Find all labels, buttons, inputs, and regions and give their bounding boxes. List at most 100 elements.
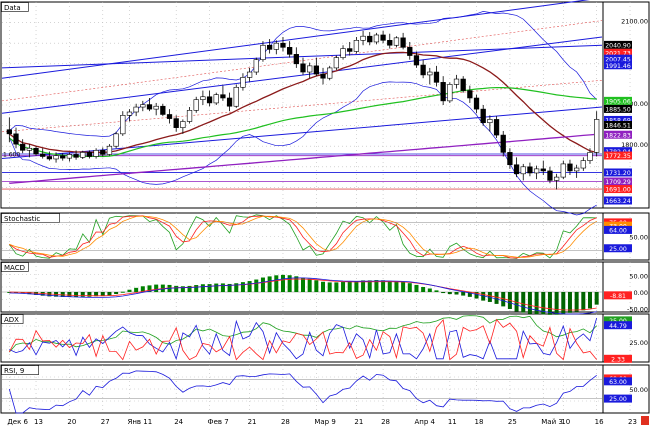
candle-body <box>100 150 106 155</box>
candle-body <box>253 59 259 73</box>
macd-histogram-bar <box>547 292 552 315</box>
candle-body <box>367 35 373 43</box>
macd-histogram-bar <box>300 277 306 292</box>
x-tick-label: Май 3 <box>541 418 563 426</box>
rsi-title: RSI, 9 <box>4 367 24 375</box>
x-tick-label: 10 <box>561 418 570 426</box>
candle-body <box>40 153 46 157</box>
main-value-badge-label: 1822.83 <box>605 132 631 139</box>
stochastic-value-badge-label: 64.00 <box>609 228 627 235</box>
candle-body <box>460 78 466 91</box>
macd-histogram-bar <box>587 292 592 309</box>
x-tick-label: 16 <box>595 418 604 426</box>
main-value-badge <box>604 54 632 63</box>
macd-histogram-bar <box>214 283 219 292</box>
macd-histogram-bar <box>581 292 586 311</box>
main-tick-label: 1800.00 <box>621 141 648 149</box>
main-value-badge-label: 1905.06 <box>605 98 631 105</box>
indicator-lines <box>2 214 602 414</box>
resistance-line <box>1 44 603 69</box>
candle-body <box>420 64 426 76</box>
channel-lower-dotted <box>1 79 603 133</box>
channel-mid-line <box>1 36 603 114</box>
macd-histogram-bar <box>7 292 12 293</box>
adx-value-badge <box>604 354 632 363</box>
main-tick-label: 2100.00 <box>621 18 648 26</box>
rsi-frame <box>0 364 650 414</box>
candle-body <box>493 119 500 136</box>
stochastic-tick-label: 50.00 <box>629 234 648 242</box>
macd-histogram-bar <box>180 286 185 292</box>
candle-body <box>193 99 199 111</box>
macd-histogram-bar <box>234 283 239 292</box>
candle-body <box>320 73 326 79</box>
candle-body <box>180 121 186 128</box>
adx-value-badge <box>604 316 632 325</box>
main-value-badge-label: 1846.51 <box>605 123 631 130</box>
macd-value-badge-label: -8.81 <box>610 293 626 300</box>
macd-histogram-bar <box>461 292 466 296</box>
candle-body <box>313 65 319 75</box>
candle-body <box>86 152 93 157</box>
rsi-value-badge <box>604 394 632 403</box>
candle-body <box>173 118 179 128</box>
x-tick-label: 11 <box>448 418 457 426</box>
candle-body <box>120 115 126 135</box>
macd-histogram-bar <box>347 281 352 292</box>
macd-histogram-bar <box>60 292 65 297</box>
main-value-badge-label: 2021.73 <box>605 50 631 57</box>
candle-body <box>553 176 560 181</box>
macd-histogram-bar <box>280 274 285 292</box>
main-value-badge-label: 1709.29 <box>605 179 631 186</box>
candle-body <box>387 40 393 46</box>
candle-body <box>273 42 279 50</box>
macd-histogram-bar <box>427 288 432 292</box>
x-tick-label: Дек 6 <box>7 418 28 426</box>
channel-upper-dotted <box>1 20 603 102</box>
candle-body <box>200 96 206 100</box>
macd-histogram-bar <box>527 292 532 314</box>
adx-title: ADX <box>4 316 19 324</box>
macd-histogram-bar <box>534 292 539 315</box>
macd-histogram-bar <box>220 283 225 292</box>
macd-histogram-bar <box>441 292 446 294</box>
candle-body <box>500 134 506 153</box>
macd-title: MACD <box>4 264 25 272</box>
candle-body <box>453 78 460 85</box>
stochastic-title: Stochastic <box>4 215 40 223</box>
rsi-value-badge-label: 25.00 <box>609 396 627 403</box>
macd-histogram-bar <box>334 282 339 292</box>
main-value-badge-label: 2007.45 <box>605 56 631 63</box>
main-value-badge <box>604 61 632 70</box>
macd-histogram-bar <box>134 287 139 292</box>
macd-histogram-bar <box>401 281 406 292</box>
candle-body <box>13 133 19 145</box>
candle-body <box>213 94 219 104</box>
candle-body <box>353 40 360 52</box>
candle-body <box>533 168 540 174</box>
x-tick-label: 24 <box>174 418 183 426</box>
stochastic-value-badge-label: 25.00 <box>609 246 627 253</box>
macd-histogram-bar <box>127 289 132 292</box>
candle-body <box>220 94 226 99</box>
candle-body <box>6 129 12 135</box>
candle-body <box>33 147 39 155</box>
adx-value-badge <box>604 321 632 330</box>
candle-body <box>20 143 26 151</box>
candle-body <box>560 163 566 178</box>
candle-body <box>80 152 86 158</box>
stochastic-frame <box>0 212 650 261</box>
main-title-box <box>1 2 29 12</box>
macd-histogram-bar <box>541 292 546 315</box>
candle-body <box>140 104 146 108</box>
candle-body <box>287 47 293 55</box>
stochastic-slow-line <box>9 215 597 258</box>
macd-histogram-bar <box>240 282 245 292</box>
main-value-badge-label: 1731.20 <box>605 170 631 177</box>
candle-body <box>580 160 586 169</box>
moving-average-200 <box>9 133 597 184</box>
candle-body <box>340 48 346 58</box>
candle-body <box>113 133 119 147</box>
candle-body <box>447 84 453 102</box>
candle-body <box>60 155 66 159</box>
